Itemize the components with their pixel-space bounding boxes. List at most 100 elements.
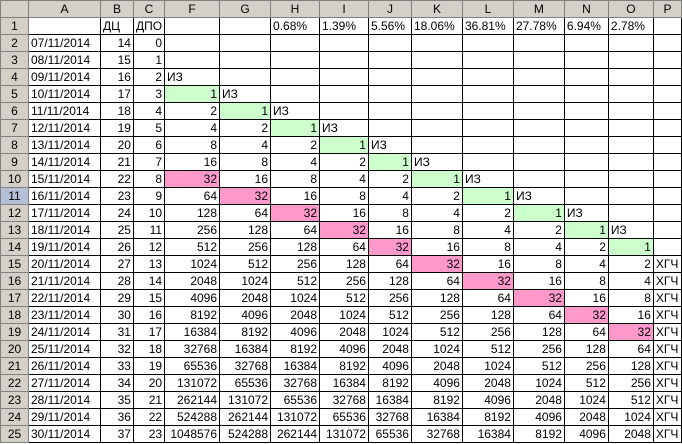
cell-C7[interactable]: 5 <box>132 119 166 137</box>
cell-O9[interactable] <box>607 153 654 171</box>
cell-M9[interactable] <box>512 153 565 171</box>
cell-K22[interactable]: 4096 <box>410 374 463 392</box>
cell-L7[interactable] <box>461 119 514 137</box>
cell-F1[interactable] <box>164 17 221 35</box>
cell-C6[interactable]: 4 <box>132 102 166 120</box>
cell-H11[interactable]: 16 <box>270 187 320 205</box>
cell-O11[interactable] <box>607 187 654 205</box>
cell-O2[interactable] <box>607 34 654 52</box>
cell-N23[interactable]: 1024 <box>563 391 609 409</box>
cell-O24[interactable]: 1024 <box>607 408 654 426</box>
cell-F20[interactable]: 32768 <box>164 340 221 358</box>
cell-O19[interactable]: 32 <box>607 323 654 341</box>
cell-P10[interactable] <box>652 170 682 188</box>
cell-M4[interactable] <box>512 68 565 86</box>
cell-J23[interactable]: 16384 <box>367 391 412 409</box>
cell-J14[interactable]: 32 <box>367 238 412 256</box>
cell-L13[interactable]: 4 <box>461 221 514 239</box>
cell-C3[interactable]: 1 <box>132 51 166 69</box>
cell-J2[interactable] <box>367 34 412 52</box>
cell-F12[interactable]: 128 <box>164 204 221 222</box>
cell-N19[interactable]: 64 <box>563 323 609 341</box>
cell-A16[interactable]: 21/11/2014 <box>27 272 101 290</box>
cell-I6[interactable] <box>319 102 369 120</box>
cell-F21[interactable]: 65536 <box>164 357 221 375</box>
cell-G15[interactable]: 512 <box>219 255 272 273</box>
cell-N3[interactable] <box>563 51 609 69</box>
cell-P25[interactable]: ХГЧ <box>652 425 682 443</box>
cell-N10[interactable] <box>563 170 609 188</box>
cell-K14[interactable]: 16 <box>410 238 463 256</box>
cell-G11[interactable]: 32 <box>219 187 272 205</box>
cell-F17[interactable]: 4096 <box>164 289 221 307</box>
cell-B3[interactable]: 15 <box>99 51 134 69</box>
cell-J8[interactable]: ИЗ <box>367 136 412 154</box>
cell-L15[interactable]: 16 <box>461 255 514 273</box>
cell-B16[interactable]: 28 <box>99 272 134 290</box>
cell-M14[interactable]: 4 <box>512 238 565 256</box>
cell-A8[interactable]: 13/11/2014 <box>27 136 101 154</box>
cell-P22[interactable]: ХГЧ <box>652 374 682 392</box>
cell-J10[interactable]: 2 <box>367 170 412 188</box>
cell-C17[interactable]: 15 <box>132 289 166 307</box>
column-header-G[interactable]: G <box>219 0 272 18</box>
cell-M11[interactable]: ИЗ <box>512 187 565 205</box>
cell-B14[interactable]: 26 <box>99 238 134 256</box>
cell-G18[interactable]: 4096 <box>219 306 272 324</box>
cell-G20[interactable]: 16384 <box>219 340 272 358</box>
cell-P19[interactable]: ХГЧ <box>652 323 682 341</box>
cell-P5[interactable] <box>652 85 682 103</box>
cell-O5[interactable] <box>607 85 654 103</box>
cell-L9[interactable] <box>461 153 514 171</box>
cell-A9[interactable]: 14/11/2014 <box>27 153 101 171</box>
cell-C16[interactable]: 14 <box>132 272 166 290</box>
cell-P21[interactable]: ХГЧ <box>652 357 682 375</box>
cell-H7[interactable]: 1 <box>270 119 320 137</box>
cell-G3[interactable] <box>219 51 272 69</box>
cell-O14[interactable]: 1 <box>607 238 654 256</box>
cell-N20[interactable]: 128 <box>563 340 609 358</box>
column-header-K[interactable]: K <box>410 0 463 18</box>
cell-A25[interactable]: 30/11/2014 <box>27 425 101 443</box>
cell-J21[interactable]: 4096 <box>367 357 412 375</box>
cell-C1[interactable]: ДПО <box>132 17 166 35</box>
cell-K13[interactable]: 8 <box>410 221 463 239</box>
cell-A3[interactable]: 08/11/2014 <box>27 51 101 69</box>
cell-L18[interactable]: 128 <box>461 306 514 324</box>
cell-J22[interactable]: 8192 <box>367 374 412 392</box>
cell-N1[interactable]: 6.94% <box>563 17 609 35</box>
cell-K17[interactable]: 128 <box>410 289 463 307</box>
cell-K19[interactable]: 512 <box>410 323 463 341</box>
cell-A5[interactable]: 10/11/2014 <box>27 85 101 103</box>
row-header-8[interactable]: 8 <box>0 136 29 154</box>
cell-A20[interactable]: 25/11/2014 <box>27 340 101 358</box>
column-header-L[interactable]: L <box>461 0 514 18</box>
cell-I10[interactable]: 4 <box>319 170 369 188</box>
cell-B15[interactable]: 27 <box>99 255 134 273</box>
cell-H2[interactable] <box>270 34 320 52</box>
cell-L5[interactable] <box>461 85 514 103</box>
cell-I21[interactable]: 8192 <box>319 357 369 375</box>
cell-H21[interactable]: 16384 <box>270 357 320 375</box>
cell-F2[interactable] <box>164 34 221 52</box>
cell-H9[interactable]: 4 <box>270 153 320 171</box>
cell-K10[interactable]: 1 <box>410 170 463 188</box>
cell-B7[interactable]: 19 <box>99 119 134 137</box>
cell-G17[interactable]: 2048 <box>219 289 272 307</box>
cell-M12[interactable]: 1 <box>512 204 565 222</box>
cell-O18[interactable]: 16 <box>607 306 654 324</box>
cell-L11[interactable]: 1 <box>461 187 514 205</box>
cell-H18[interactable]: 2048 <box>270 306 320 324</box>
cell-C4[interactable]: 2 <box>132 68 166 86</box>
cell-J5[interactable] <box>367 85 412 103</box>
cell-L21[interactable]: 1024 <box>461 357 514 375</box>
cell-B23[interactable]: 35 <box>99 391 134 409</box>
cell-L19[interactable]: 256 <box>461 323 514 341</box>
cell-K20[interactable]: 1024 <box>410 340 463 358</box>
cell-O10[interactable] <box>607 170 654 188</box>
cell-G6[interactable]: 1 <box>219 102 272 120</box>
cell-M25[interactable]: 8192 <box>512 425 565 443</box>
cell-M8[interactable] <box>512 136 565 154</box>
cell-C18[interactable]: 16 <box>132 306 166 324</box>
cell-P23[interactable]: ХГЧ <box>652 391 682 409</box>
